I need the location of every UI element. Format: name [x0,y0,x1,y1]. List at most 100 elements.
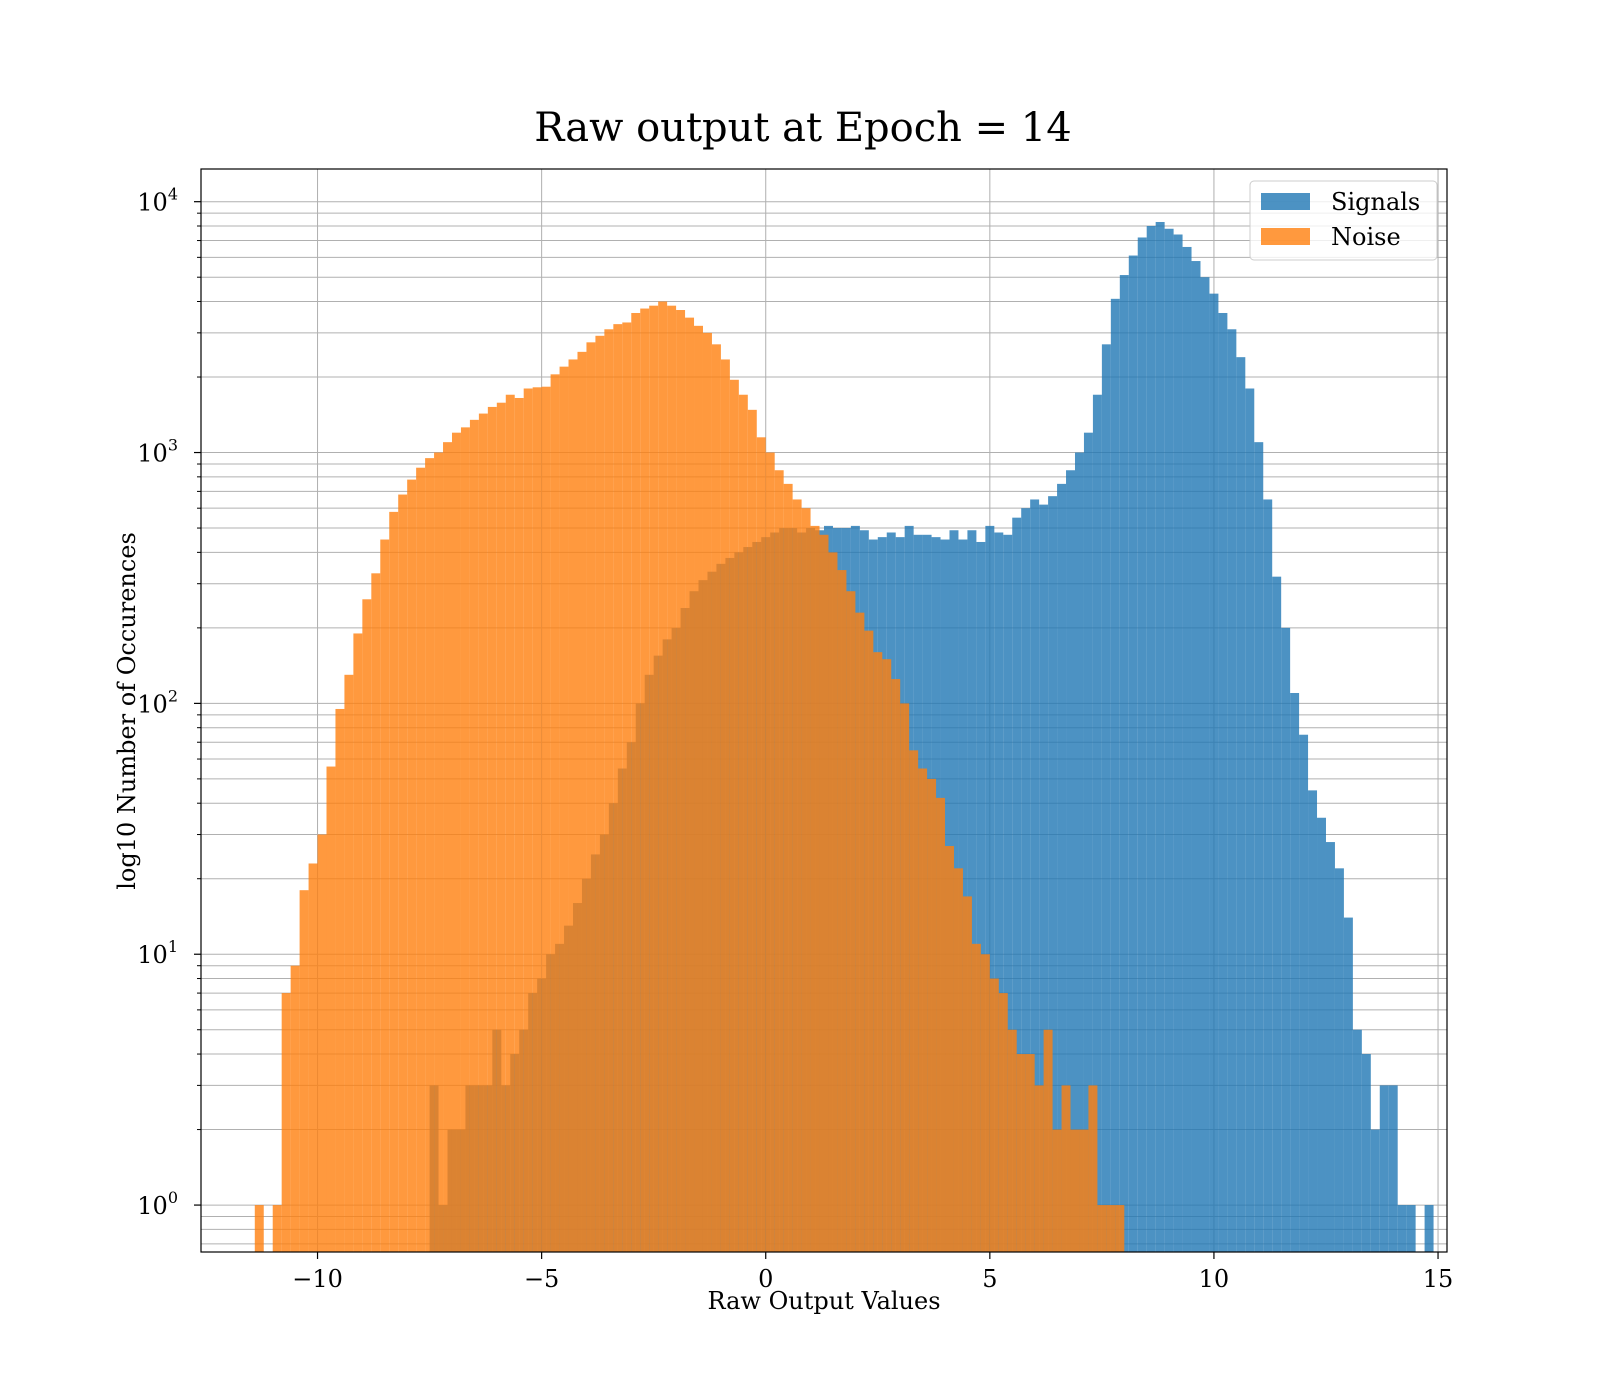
signals-bar [1057,483,1067,1252]
noise-bar [487,406,497,1252]
noise-bar [891,679,901,1252]
noise-bar [971,943,981,1252]
noise-bar [819,534,829,1252]
legend-swatch-signals [1261,193,1310,210]
signals-bar [1254,442,1264,1252]
signals-bar [1012,517,1022,1252]
signals-bar [1406,1205,1416,1252]
noise-bar [738,394,748,1252]
noise-bar [1016,1054,1026,1252]
y-tick-label: 104 [137,185,178,217]
noise-bar [998,993,1008,1252]
signals-bar [1388,1085,1398,1252]
x-tick-label: −5 [524,1265,559,1293]
signals-bar [1200,277,1210,1253]
x-axis-label: Raw Output Values [707,1287,940,1315]
signals-bar [1361,1054,1371,1252]
noise-bar [989,978,999,1252]
noise-bar [1115,1205,1125,1252]
signals-bar [1182,246,1192,1252]
noise-bar [1034,1085,1044,1252]
noise-bar [326,766,336,1252]
noise-bar [541,386,551,1252]
noise-bar [281,993,291,1252]
noise-bar [720,359,730,1252]
signals-bar [1317,817,1326,1252]
signals-bar [1074,452,1084,1252]
noise-bar [945,846,954,1252]
noise-bar [532,387,542,1252]
x-tick-label: 5 [982,1265,997,1293]
noise-bar [900,703,910,1252]
signals-bar [994,532,1004,1252]
legend: Signals Noise [1249,180,1438,261]
x-tick-label: −10 [292,1265,343,1293]
noise-bar [380,539,390,1252]
noise-bar [846,591,856,1252]
noise-bar [855,612,865,1252]
noise-bar [792,499,802,1253]
signals-bar [1325,842,1335,1252]
noise-bar [416,467,426,1252]
noise-bar [335,708,345,1252]
y-tick-label: 101 [137,937,178,969]
noise-bar [514,397,524,1252]
noise-bar [729,379,739,1253]
noise-bar [469,419,479,1252]
noise-bar [460,427,470,1252]
noise-bar [254,1205,264,1252]
signals-bar [1299,734,1309,1252]
noise-bar [774,470,784,1252]
signals-bar [1003,534,1013,1252]
noise-bar [1052,1129,1062,1252]
y-tick-label: 102 [137,686,178,718]
signals-bar [1245,388,1255,1253]
signals-bar [1092,394,1102,1252]
noise-bar [783,483,793,1252]
signals-bar [1164,228,1174,1252]
noise-bar [622,322,632,1253]
noise-bar [927,778,937,1252]
x-tick-label: 0 [758,1265,773,1293]
signals-bar [1083,432,1093,1252]
chart-title: Raw output at Epoch = 14 [534,105,1071,151]
signals-bar [1155,221,1165,1252]
y-axis-label: log10 Number of Occurences [113,532,141,890]
noise-bar [918,768,928,1252]
noise-bar [810,525,820,1252]
noise-bar [290,965,300,1252]
signals-bar [1119,275,1129,1252]
noise-bar [317,834,327,1252]
noise-bar [1061,1085,1071,1252]
noise-bar [443,442,452,1252]
noise-bar [478,413,488,1253]
noise-bar [1079,1129,1089,1252]
noise-series [254,301,1125,1253]
noise-bar [613,324,623,1252]
signals-bar [1137,237,1147,1253]
noise-bar [451,432,461,1252]
noise-bar [353,633,363,1252]
signals-bar [1209,293,1219,1252]
legend-label-signals: Signals [1331,188,1420,216]
noise-bar [1088,1085,1098,1252]
signals-bar [1308,790,1318,1252]
signals-bar [1048,496,1058,1252]
noise-bar [658,301,668,1253]
noise-bar [828,552,838,1252]
noise-bar [496,402,506,1253]
noise-bar [523,388,533,1253]
noise-bar [882,659,892,1252]
signals-bar [1290,692,1300,1252]
noise-bar [765,452,775,1252]
signals-bar [1334,868,1344,1252]
noise-bar [801,508,811,1252]
signals-bar [1424,1205,1434,1252]
noise-bar [1070,1129,1080,1252]
noise-bar [550,374,560,1252]
y-tick-label: 100 [137,1188,178,1220]
x-axis: −10 −5 0 5 10 15 [292,1252,1453,1293]
noise-bar [425,458,435,1252]
signals-bar [1191,261,1201,1252]
